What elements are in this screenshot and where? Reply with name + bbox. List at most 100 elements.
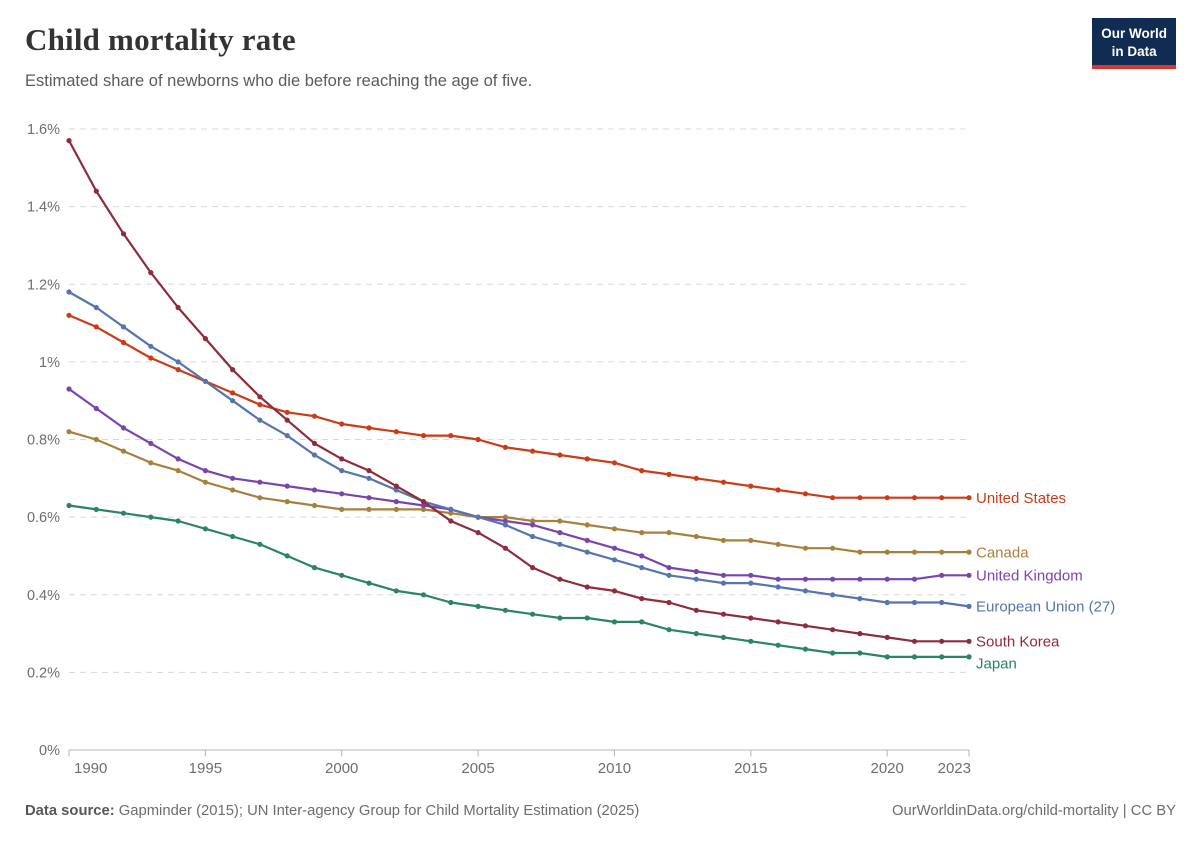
- data-point[interactable]: [175, 359, 181, 365]
- data-point[interactable]: [939, 638, 945, 644]
- data-point[interactable]: [257, 402, 263, 408]
- data-point[interactable]: [393, 499, 399, 505]
- data-point[interactable]: [830, 495, 836, 501]
- data-point[interactable]: [939, 549, 945, 555]
- data-point[interactable]: [366, 425, 372, 431]
- data-point[interactable]: [611, 460, 618, 466]
- data-point[interactable]: [66, 429, 72, 435]
- data-point[interactable]: [120, 448, 127, 454]
- data-point[interactable]: [93, 304, 99, 311]
- data-point[interactable]: [502, 607, 508, 613]
- data-point[interactable]: [830, 650, 836, 656]
- data-point[interactable]: [693, 631, 699, 637]
- data-point[interactable]: [966, 572, 972, 578]
- data-point[interactable]: [120, 231, 127, 237]
- data-point[interactable]: [120, 339, 127, 346]
- data-point[interactable]: [284, 433, 290, 439]
- data-point[interactable]: [557, 452, 563, 458]
- data-point[interactable]: [911, 599, 918, 606]
- data-point[interactable]: [530, 448, 536, 454]
- data-point[interactable]: [884, 495, 890, 501]
- data-point[interactable]: [311, 502, 318, 509]
- data-point[interactable]: [393, 429, 399, 435]
- data-point[interactable]: [366, 580, 372, 586]
- data-point[interactable]: [639, 468, 645, 474]
- data-point[interactable]: [66, 502, 72, 509]
- data-point[interactable]: [311, 440, 318, 446]
- owid-logo[interactable]: Our World in Data: [1092, 18, 1176, 70]
- data-point[interactable]: [66, 138, 72, 144]
- data-point[interactable]: [366, 495, 372, 501]
- data-point[interactable]: [420, 506, 427, 512]
- data-point[interactable]: [502, 522, 508, 528]
- data-point[interactable]: [748, 483, 754, 489]
- data-point[interactable]: [448, 599, 454, 606]
- data-point[interactable]: [693, 576, 699, 582]
- data-point[interactable]: [720, 611, 727, 617]
- data-point[interactable]: [939, 495, 945, 501]
- series-line-european-union-27[interactable]: [67, 290, 971, 608]
- data-point[interactable]: [693, 533, 699, 540]
- data-point[interactable]: [475, 514, 481, 520]
- data-point[interactable]: [339, 506, 345, 512]
- data-point[interactable]: [230, 475, 236, 481]
- data-point[interactable]: [584, 537, 590, 544]
- data-point[interactable]: [120, 425, 127, 431]
- data-point[interactable]: [911, 576, 918, 582]
- data-point[interactable]: [393, 483, 399, 489]
- data-point[interactable]: [666, 572, 672, 578]
- data-point[interactable]: [611, 557, 618, 563]
- data-point[interactable]: [448, 433, 454, 439]
- data-point[interactable]: [748, 572, 754, 578]
- data-point[interactable]: [557, 576, 563, 582]
- data-point[interactable]: [175, 468, 181, 474]
- data-point[interactable]: [175, 456, 181, 462]
- data-point[interactable]: [175, 518, 181, 524]
- data-point[interactable]: [93, 188, 99, 194]
- data-point[interactable]: [966, 654, 972, 660]
- data-point[interactable]: [475, 603, 481, 610]
- data-point[interactable]: [557, 615, 563, 621]
- series-line-united-states[interactable]: [67, 314, 971, 499]
- series-label-united-kingdom[interactable]: United Kingdom: [976, 568, 1083, 585]
- data-point[interactable]: [148, 343, 154, 349]
- data-point[interactable]: [666, 471, 672, 477]
- data-point[interactable]: [720, 537, 727, 544]
- data-point[interactable]: [830, 592, 836, 598]
- data-point[interactable]: [120, 324, 127, 330]
- data-point[interactable]: [339, 468, 345, 474]
- data-point[interactable]: [857, 596, 863, 602]
- data-point[interactable]: [775, 487, 781, 493]
- data-point[interactable]: [311, 565, 318, 571]
- data-point[interactable]: [775, 576, 781, 582]
- data-point[interactable]: [611, 526, 618, 532]
- data-point[interactable]: [966, 549, 972, 555]
- data-point[interactable]: [175, 304, 181, 311]
- owid-url-link[interactable]: OurWorldinData.org/child-mortality: [891, 803, 1119, 819]
- data-point[interactable]: [148, 270, 154, 276]
- data-point[interactable]: [748, 615, 754, 621]
- data-point[interactable]: [366, 475, 372, 481]
- data-point[interactable]: [802, 588, 809, 594]
- data-point[interactable]: [966, 495, 972, 501]
- data-point[interactable]: [120, 510, 127, 516]
- data-point[interactable]: [393, 506, 399, 512]
- data-point[interactable]: [639, 530, 645, 536]
- data-point[interactable]: [230, 398, 236, 404]
- series-label-japan[interactable]: Japan: [976, 656, 1017, 673]
- data-point[interactable]: [884, 599, 890, 606]
- data-point[interactable]: [530, 522, 536, 528]
- series-label-canada[interactable]: Canada: [976, 544, 1029, 561]
- data-point[interactable]: [257, 394, 263, 400]
- data-point[interactable]: [420, 502, 427, 509]
- data-point[interactable]: [639, 596, 645, 602]
- data-point[interactable]: [939, 572, 945, 578]
- data-point[interactable]: [175, 367, 181, 373]
- data-point[interactable]: [202, 468, 208, 474]
- data-point[interactable]: [802, 646, 809, 652]
- data-point[interactable]: [530, 518, 536, 524]
- data-point[interactable]: [530, 611, 536, 617]
- data-point[interactable]: [584, 584, 590, 590]
- data-point[interactable]: [720, 580, 727, 586]
- data-point[interactable]: [857, 631, 863, 637]
